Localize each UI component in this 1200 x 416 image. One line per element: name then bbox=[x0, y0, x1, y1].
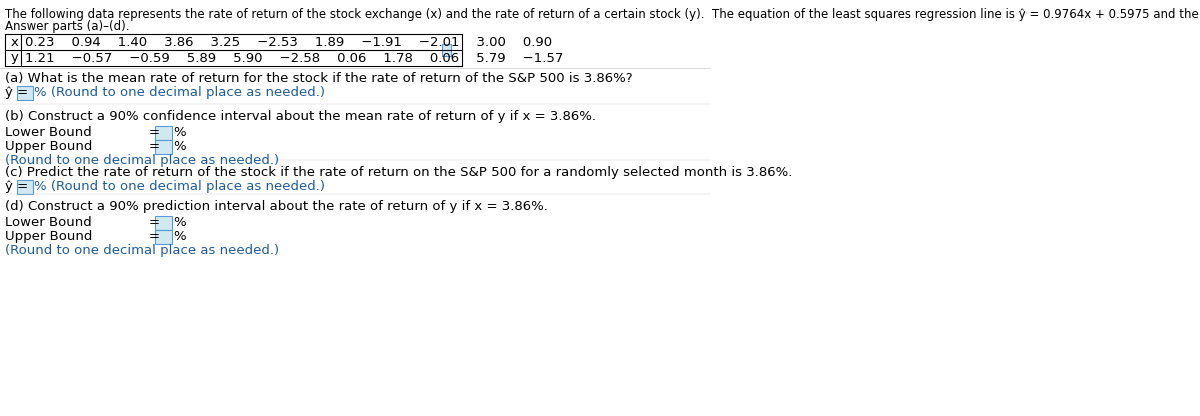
Text: (c) Predict the rate of return of the stock if the rate of return on the S&P 500: (c) Predict the rate of return of the st… bbox=[5, 166, 792, 179]
FancyBboxPatch shape bbox=[155, 126, 172, 140]
Text: =: = bbox=[148, 230, 160, 243]
Text: %: % bbox=[173, 140, 186, 153]
Text: % (Round to one decimal place as needed.): % (Round to one decimal place as needed.… bbox=[35, 86, 325, 99]
FancyBboxPatch shape bbox=[17, 86, 34, 100]
FancyBboxPatch shape bbox=[17, 180, 34, 194]
Text: y: y bbox=[11, 52, 18, 64]
Text: Answer parts (a)–(d).: Answer parts (a)–(d). bbox=[5, 20, 130, 33]
Text: x: x bbox=[11, 35, 18, 49]
Text: ŷ =: ŷ = bbox=[5, 180, 28, 193]
Text: 1.21    −0.57    −0.59    5.89    5.90    −2.58    0.06    1.78    0.06    5.79 : 1.21 −0.57 −0.59 5.89 5.90 −2.58 0.06 1.… bbox=[25, 52, 563, 64]
Text: Lower Bound: Lower Bound bbox=[5, 126, 91, 139]
Text: The following data represents the rate of return of the stock exchange (x) and t: The following data represents the rate o… bbox=[5, 8, 1200, 21]
Text: =: = bbox=[148, 216, 160, 229]
FancyBboxPatch shape bbox=[155, 140, 172, 154]
Text: (d) Construct a 90% prediction interval about the rate of return of y if x = 3.8: (d) Construct a 90% prediction interval … bbox=[5, 200, 547, 213]
Text: (a) What is the mean rate of return for the stock if the rate of return of the S: (a) What is the mean rate of return for … bbox=[5, 72, 632, 85]
Text: Lower Bound: Lower Bound bbox=[5, 216, 91, 229]
Text: ŷ =: ŷ = bbox=[5, 86, 28, 99]
Text: =: = bbox=[148, 140, 160, 153]
FancyBboxPatch shape bbox=[442, 44, 451, 56]
Text: %: % bbox=[173, 230, 186, 243]
Text: (Round to one decimal place as needed.): (Round to one decimal place as needed.) bbox=[5, 154, 278, 167]
FancyBboxPatch shape bbox=[155, 230, 172, 244]
Text: Upper Bound: Upper Bound bbox=[5, 140, 92, 153]
Text: (Round to one decimal place as needed.): (Round to one decimal place as needed.) bbox=[5, 244, 278, 257]
Text: =: = bbox=[148, 126, 160, 139]
FancyBboxPatch shape bbox=[155, 216, 172, 230]
Text: %: % bbox=[173, 216, 186, 229]
Text: %: % bbox=[173, 126, 186, 139]
Text: (b) Construct a 90% confidence interval about the mean rate of return of y if x : (b) Construct a 90% confidence interval … bbox=[5, 110, 595, 123]
Text: Upper Bound: Upper Bound bbox=[5, 230, 92, 243]
Text: 0.23    0.94    1.40    3.86    3.25    −2.53    1.89    −1.91    −2.01    3.00 : 0.23 0.94 1.40 3.86 3.25 −2.53 1.89 −1.9… bbox=[25, 35, 552, 49]
Text: % (Round to one decimal place as needed.): % (Round to one decimal place as needed.… bbox=[35, 180, 325, 193]
